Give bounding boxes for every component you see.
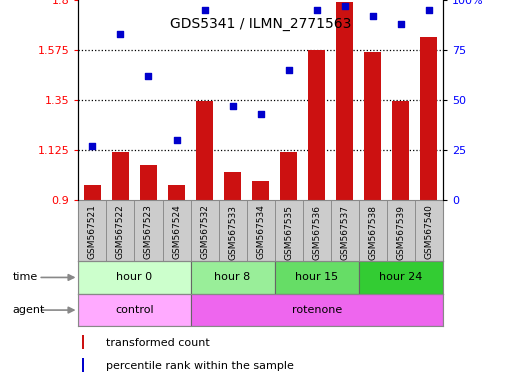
Bar [274, 200, 302, 261]
Point [228, 103, 236, 109]
Text: rotenone: rotenone [291, 305, 341, 315]
Bar [274, 261, 358, 294]
Text: GSM567535: GSM567535 [283, 205, 292, 260]
Text: GSM567540: GSM567540 [423, 205, 432, 260]
Text: hour 24: hour 24 [378, 272, 422, 283]
Text: time: time [13, 272, 38, 283]
Bar [82, 335, 84, 349]
Bar [78, 261, 190, 294]
Text: GSM567538: GSM567538 [368, 205, 376, 260]
Bar [224, 172, 240, 200]
Bar [330, 200, 358, 261]
Text: GSM567534: GSM567534 [256, 205, 265, 260]
Text: GSM567523: GSM567523 [144, 205, 153, 260]
Point [144, 73, 152, 79]
Bar [190, 261, 274, 294]
Text: GSM567522: GSM567522 [116, 205, 125, 259]
Bar [190, 200, 218, 261]
Bar [358, 200, 386, 261]
Bar [106, 200, 134, 261]
Point [88, 143, 96, 149]
Text: GSM567521: GSM567521 [88, 205, 97, 260]
Point [256, 111, 264, 117]
Bar [218, 200, 246, 261]
Text: GDS5341 / ILMN_2771563: GDS5341 / ILMN_2771563 [170, 17, 350, 31]
Point [284, 67, 292, 73]
Point [396, 21, 404, 27]
Point [116, 31, 124, 37]
Bar [251, 181, 269, 200]
Bar [162, 200, 190, 261]
Bar [364, 52, 380, 200]
Text: GSM567537: GSM567537 [339, 205, 348, 260]
Bar [134, 200, 162, 261]
Point [312, 7, 320, 13]
Point [424, 7, 432, 13]
Bar [308, 50, 324, 200]
Bar [112, 152, 129, 200]
Text: percentile rank within the sample: percentile rank within the sample [106, 361, 293, 371]
Text: hour 0: hour 0 [116, 272, 152, 283]
Point [340, 3, 348, 9]
Bar [84, 185, 100, 200]
Text: hour 8: hour 8 [214, 272, 250, 283]
Point [368, 13, 376, 19]
Text: GSM567524: GSM567524 [172, 205, 181, 259]
Bar [168, 185, 184, 200]
Text: GSM567536: GSM567536 [312, 205, 321, 260]
Bar [190, 294, 442, 326]
Bar [140, 165, 157, 200]
Bar [414, 200, 442, 261]
Text: GSM567532: GSM567532 [199, 205, 209, 260]
Text: agent: agent [13, 305, 45, 315]
Bar [196, 101, 213, 200]
Text: transformed count: transformed count [106, 338, 209, 348]
Bar [302, 200, 330, 261]
Bar [280, 152, 296, 200]
Bar [82, 358, 84, 372]
Bar [391, 101, 409, 200]
Bar [78, 200, 106, 261]
Bar [386, 200, 414, 261]
Point [172, 137, 180, 143]
Text: GSM567539: GSM567539 [395, 205, 405, 260]
Text: GSM567533: GSM567533 [228, 205, 237, 260]
Bar [358, 261, 442, 294]
Point [200, 7, 208, 13]
Bar [246, 200, 274, 261]
Bar [78, 294, 190, 326]
Text: control: control [115, 305, 154, 315]
Bar [420, 36, 436, 200]
Text: hour 15: hour 15 [294, 272, 337, 283]
Bar [336, 2, 352, 200]
